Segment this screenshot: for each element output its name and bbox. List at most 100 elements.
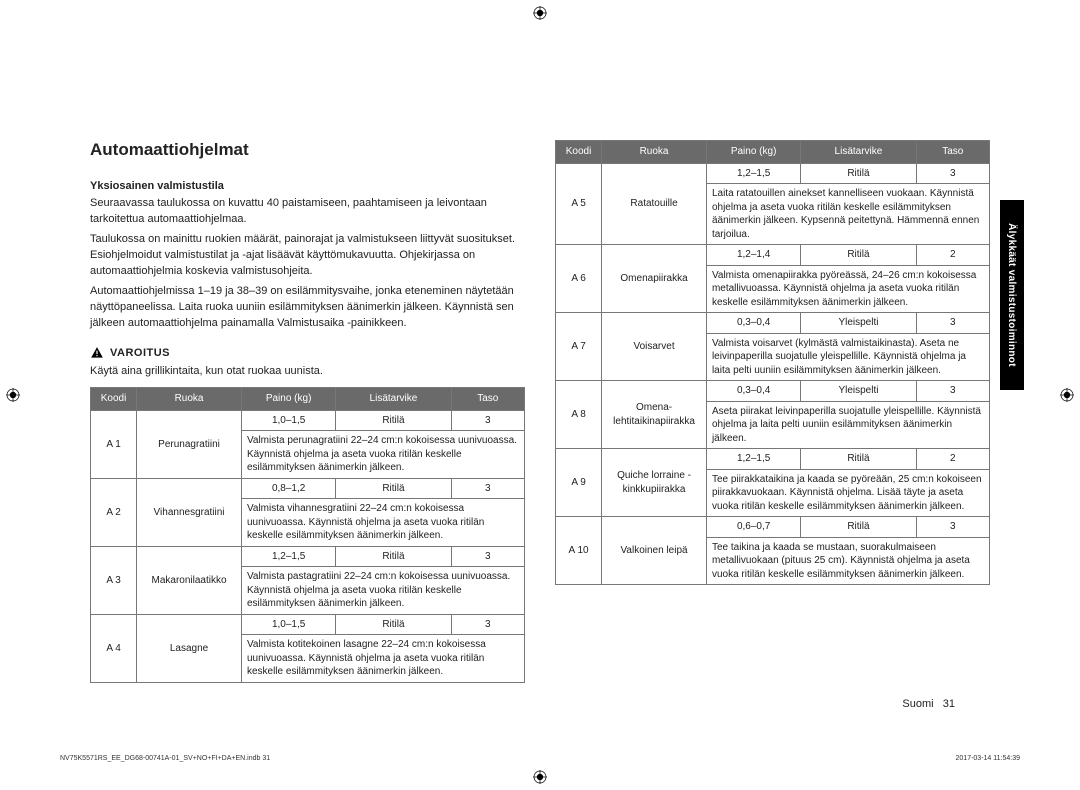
warning-label: VAROITUS [110,347,170,359]
cell-instruction: Valmista omenapiirakka pyöreässä, 24–26 … [706,265,989,313]
print-footer-left: NV75K5571RS_EE_DG68-00741A-01_SV+NO+FI+D… [60,755,270,762]
cell-code: A 1 [91,410,137,478]
th-acc: Lisätarvike [336,388,451,411]
th-level: Taso [451,388,524,411]
programs-table-right: Koodi Ruoka Paino (kg) Lisätarvike Taso … [555,140,990,585]
warning-icon [90,346,104,360]
page-title: Automaattiohjelmat [90,140,525,160]
cell-weight: 0,6–0,7 [706,517,800,538]
cell-weight: 1,0–1,5 [241,614,335,635]
left-column: Automaattiohjelmat Yksiosainen valmistus… [90,140,525,683]
table-header-row: Koodi Ruoka Paino (kg) Lisätarvike Taso [91,388,525,411]
cell-instruction: Tee piirakkataikina ja kaada se pyöreään… [706,469,989,517]
cell-code: A 4 [91,614,137,682]
page-content: Automaattiohjelmat Yksiosainen valmistus… [90,140,990,683]
table-row: A 3Makaronilaatikko1,2–1,5Ritilä3 [91,546,525,567]
cell-food: Vihannesgratiini [137,478,242,546]
cell-accessory: Ritilä [801,245,916,266]
cell-food: Perunagratiini [137,410,242,478]
cell-accessory: Ritilä [336,546,451,567]
cell-level: 3 [916,313,989,334]
cell-code: A 8 [556,381,602,449]
cell-food: Voisarvet [602,313,707,381]
page-number: 31 [943,698,955,710]
cell-instruction: Valmista kotitekoinen lasagne 22–24 cm:n… [241,635,524,683]
cell-instruction: Aseta piirakat leivinpaperilla suojatull… [706,401,989,449]
cell-code: A 5 [556,163,602,245]
th-level: Taso [916,141,989,164]
cell-code: A 10 [556,517,602,585]
cell-weight: 0,8–1,2 [241,478,335,499]
intro-p3: Automaattiohjelmissa 1–19 ja 38–39 on es… [90,284,525,332]
cell-food: Ratatouille [602,163,707,245]
intro-block: Seuraavassa taulukossa on kuvattu 40 pai… [90,196,525,332]
intro-p1: Seuraavassa taulukossa on kuvattu 40 pai… [90,196,525,228]
table-row: A 2Vihannesgratiini0,8–1,2Ritilä3 [91,478,525,499]
th-code: Koodi [556,141,602,164]
cell-weight: 1,2–1,5 [706,163,800,184]
cell-accessory: Ritilä [336,478,451,499]
cell-instruction: Valmista voisarvet (kylmästä valmistaiki… [706,333,989,381]
print-footer-right: 2017-03-14 11:54:39 [956,755,1020,762]
cell-accessory: Ritilä [801,163,916,184]
intro-p2: Taulukossa on mainittu ruokien määrät, p… [90,232,525,280]
cell-instruction: Valmista perunagratiini 22–24 cm:n kokoi… [241,431,524,479]
cell-level: 3 [916,517,989,538]
cell-weight: 1,2–1,5 [706,449,800,470]
cell-code: A 3 [91,546,137,614]
cell-level: 2 [916,449,989,470]
th-weight: Paino (kg) [241,388,335,411]
cell-level: 3 [451,478,524,499]
page-footer: Suomi 31 [902,698,955,710]
cell-accessory: Yleispelti [801,381,916,402]
cell-code: A 6 [556,245,602,313]
cell-accessory: Ritilä [336,614,451,635]
warning-row: VAROITUS [90,346,525,360]
cell-food: Valkoinen leipä [602,517,707,585]
cell-level: 2 [916,245,989,266]
cell-accessory: Ritilä [801,449,916,470]
cell-accessory: Ritilä [336,410,451,431]
th-weight: Paino (kg) [706,141,800,164]
cell-accessory: Yleispelti [801,313,916,334]
cell-code: A 9 [556,449,602,517]
table-row: A 4Lasagne1,0–1,5Ritilä3 [91,614,525,635]
cell-instruction: Valmista vihannesgratiini 22–24 cm:n kok… [241,499,524,547]
table-header-row: Koodi Ruoka Paino (kg) Lisätarvike Taso [556,141,990,164]
cell-accessory: Ritilä [801,517,916,538]
cell-level: 3 [451,546,524,567]
warning-text: Käytä aina grillikintaita, kun otat ruok… [90,364,525,380]
cell-instruction: Tee taikina ja kaada se mustaan, suoraku… [706,537,989,585]
print-footer: NV75K5571RS_EE_DG68-00741A-01_SV+NO+FI+D… [60,755,1020,762]
cell-instruction: Valmista pastagratiini 22–24 cm:n kokois… [241,567,524,615]
cell-level: 3 [916,163,989,184]
table-row: A 6Omenapiirakka1,2–1,4Ritilä2 [556,245,990,266]
cell-code: A 2 [91,478,137,546]
cell-food: Omena-lehtitaikinapiirakka [602,381,707,449]
section-title: Yksiosainen valmistustila [90,180,525,192]
table-row: A 10Valkoinen leipä0,6–0,7Ritilä3 [556,517,990,538]
cell-level: 3 [451,614,524,635]
page-lang: Suomi [902,698,933,710]
cell-code: A 7 [556,313,602,381]
table-row: A 9Quiche lorraine -kinkkupiirakka1,2–1,… [556,449,990,470]
cell-weight: 1,0–1,5 [241,410,335,431]
cell-level: 3 [916,381,989,402]
programs-table-left: Koodi Ruoka Paino (kg) Lisätarvike Taso … [90,387,525,683]
table-row: A 1Perunagratiini1,0–1,5Ritilä3 [91,410,525,431]
cell-food: Lasagne [137,614,242,682]
table-row: A 8Omena-lehtitaikinapiirakka0,3–0,4Ylei… [556,381,990,402]
th-food: Ruoka [602,141,707,164]
cell-weight: 0,3–0,4 [706,381,800,402]
cell-weight: 0,3–0,4 [706,313,800,334]
cell-weight: 1,2–1,5 [241,546,335,567]
side-tab: Älykkäät valmistustoiminnot [1000,200,1024,390]
table-row: A 7Voisarvet0,3–0,4Yleispelti3 [556,313,990,334]
cell-level: 3 [451,410,524,431]
cell-food: Quiche lorraine -kinkkupiirakka [602,449,707,517]
th-food: Ruoka [137,388,242,411]
right-column: Koodi Ruoka Paino (kg) Lisätarvike Taso … [555,140,990,683]
cell-instruction: Laita ratatouillen ainekset kannelliseen… [706,184,989,245]
th-code: Koodi [91,388,137,411]
cell-weight: 1,2–1,4 [706,245,800,266]
